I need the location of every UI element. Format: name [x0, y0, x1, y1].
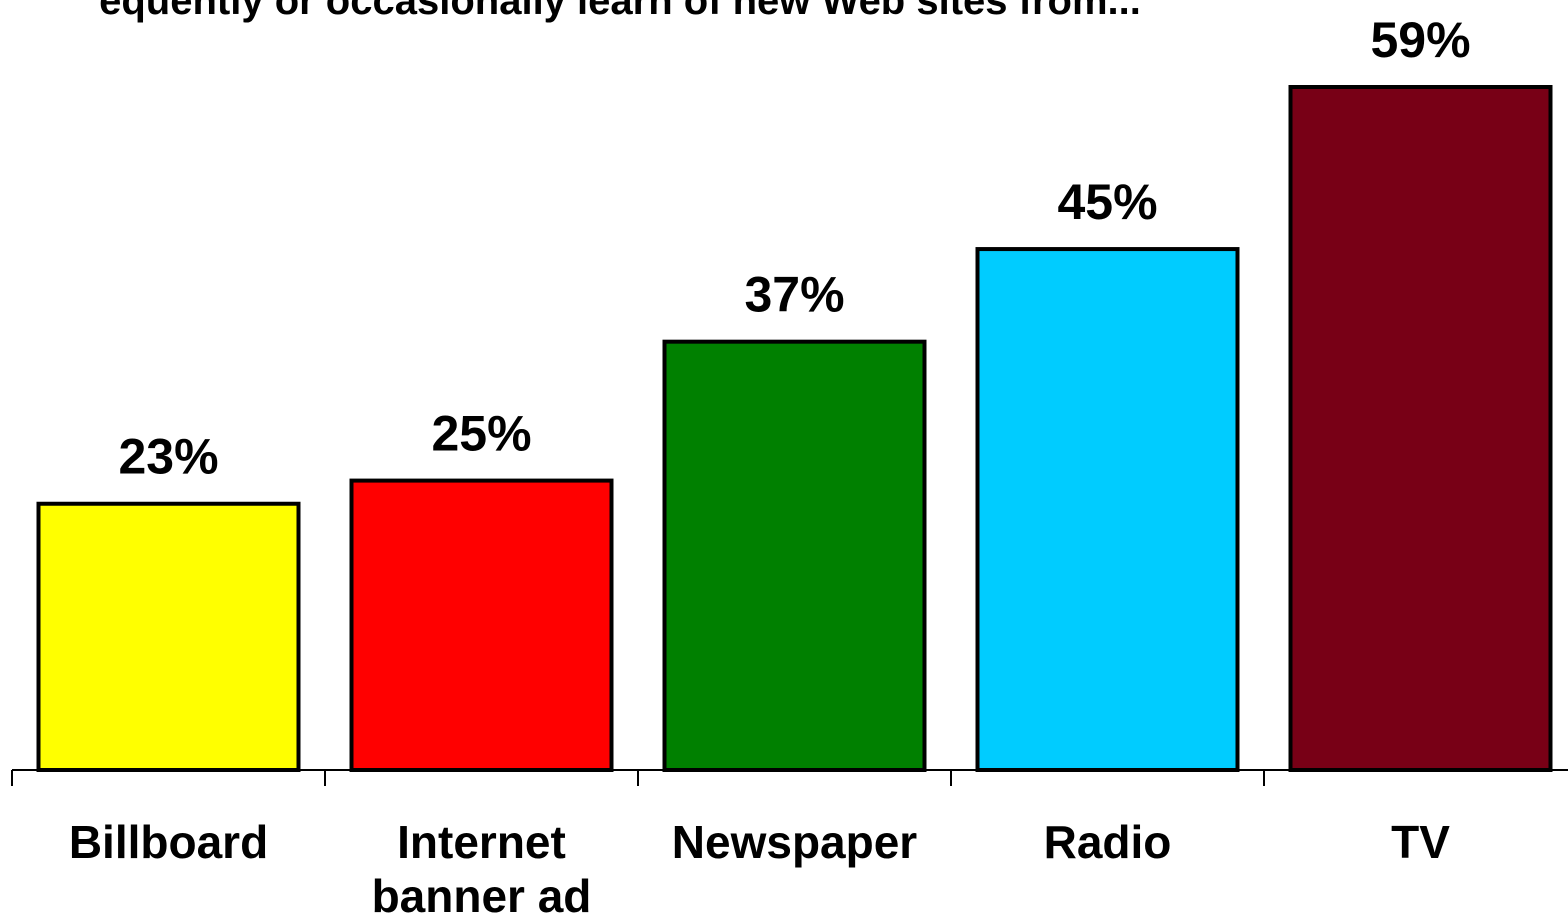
- value-labels-group: 23% 25% 37% 45% 59%: [118, 12, 1470, 485]
- data-label: 37%: [744, 267, 844, 323]
- chart-title: equently or occasionally learn of new We…: [99, 0, 1141, 23]
- bars-group: [36, 85, 1553, 772]
- data-label: 45%: [1057, 174, 1157, 230]
- bar: [662, 339, 927, 772]
- bar: [349, 478, 614, 772]
- data-label: 23%: [118, 429, 218, 485]
- data-label: 25%: [431, 406, 531, 462]
- category-label: Billboard: [69, 816, 268, 868]
- category-label: Internet: [397, 816, 566, 868]
- category-label: Radio: [1044, 816, 1172, 868]
- x-axis: [11, 769, 1568, 786]
- bar: [975, 247, 1240, 772]
- data-label: 59%: [1370, 12, 1470, 68]
- bar: [1288, 85, 1553, 772]
- bar: [36, 501, 301, 772]
- category-label: banner ad: [372, 870, 592, 922]
- category-label: Newspaper: [672, 816, 918, 868]
- category-label: TV: [1391, 816, 1450, 868]
